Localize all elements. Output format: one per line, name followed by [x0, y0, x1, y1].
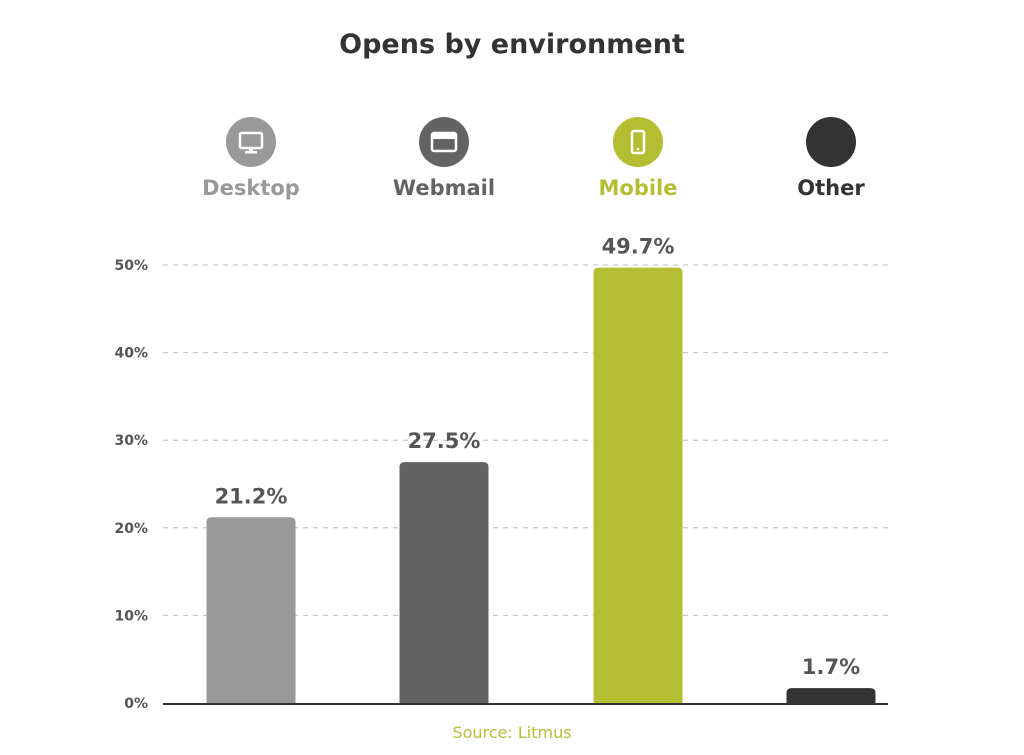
y-tick-label: 0% — [124, 696, 148, 712]
bar-mobile — [593, 267, 683, 703]
chart-title: Opens by environment — [339, 29, 685, 60]
y-tick-label: 40% — [114, 346, 148, 362]
legend: Desktop Webmail Mobile Other — [202, 117, 865, 200]
bar-desktop — [206, 517, 296, 703]
browser-window-icon — [419, 117, 469, 167]
legend-item-mobile: Mobile — [599, 117, 678, 200]
bar-webmail — [399, 462, 489, 703]
legend-label-desktop: Desktop — [202, 176, 300, 200]
y-tick-label: 30% — [114, 433, 148, 449]
data-label-webmail: 27.5% — [408, 429, 481, 453]
mobile-phone-icon — [613, 117, 663, 167]
y-tick-label: 50% — [114, 258, 148, 274]
y-axis-ticks: 0% 10% 20% 30% 40% 50% — [114, 258, 148, 712]
data-label-mobile: 49.7% — [602, 235, 675, 259]
y-tick-label: 20% — [114, 521, 148, 537]
y-tick-label: 10% — [114, 608, 148, 624]
desktop-monitor-icon — [226, 117, 276, 167]
legend-label-mobile: Mobile — [599, 176, 678, 200]
source-note: Source: Litmus — [452, 723, 571, 742]
legend-item-other: Other — [797, 117, 865, 200]
legend-label-webmail: Webmail — [393, 176, 495, 200]
legend-label-other: Other — [797, 176, 865, 200]
legend-item-desktop: Desktop — [202, 117, 300, 200]
data-label-other: 1.7% — [802, 655, 860, 679]
legend-dot-icon — [806, 117, 856, 167]
legend-item-webmail: Webmail — [393, 117, 495, 200]
bars — [206, 267, 876, 703]
data-label-desktop: 21.2% — [215, 484, 288, 508]
data-labels: 21.2% 27.5% 49.7% 1.7% — [215, 235, 861, 679]
bar-other — [786, 688, 876, 703]
